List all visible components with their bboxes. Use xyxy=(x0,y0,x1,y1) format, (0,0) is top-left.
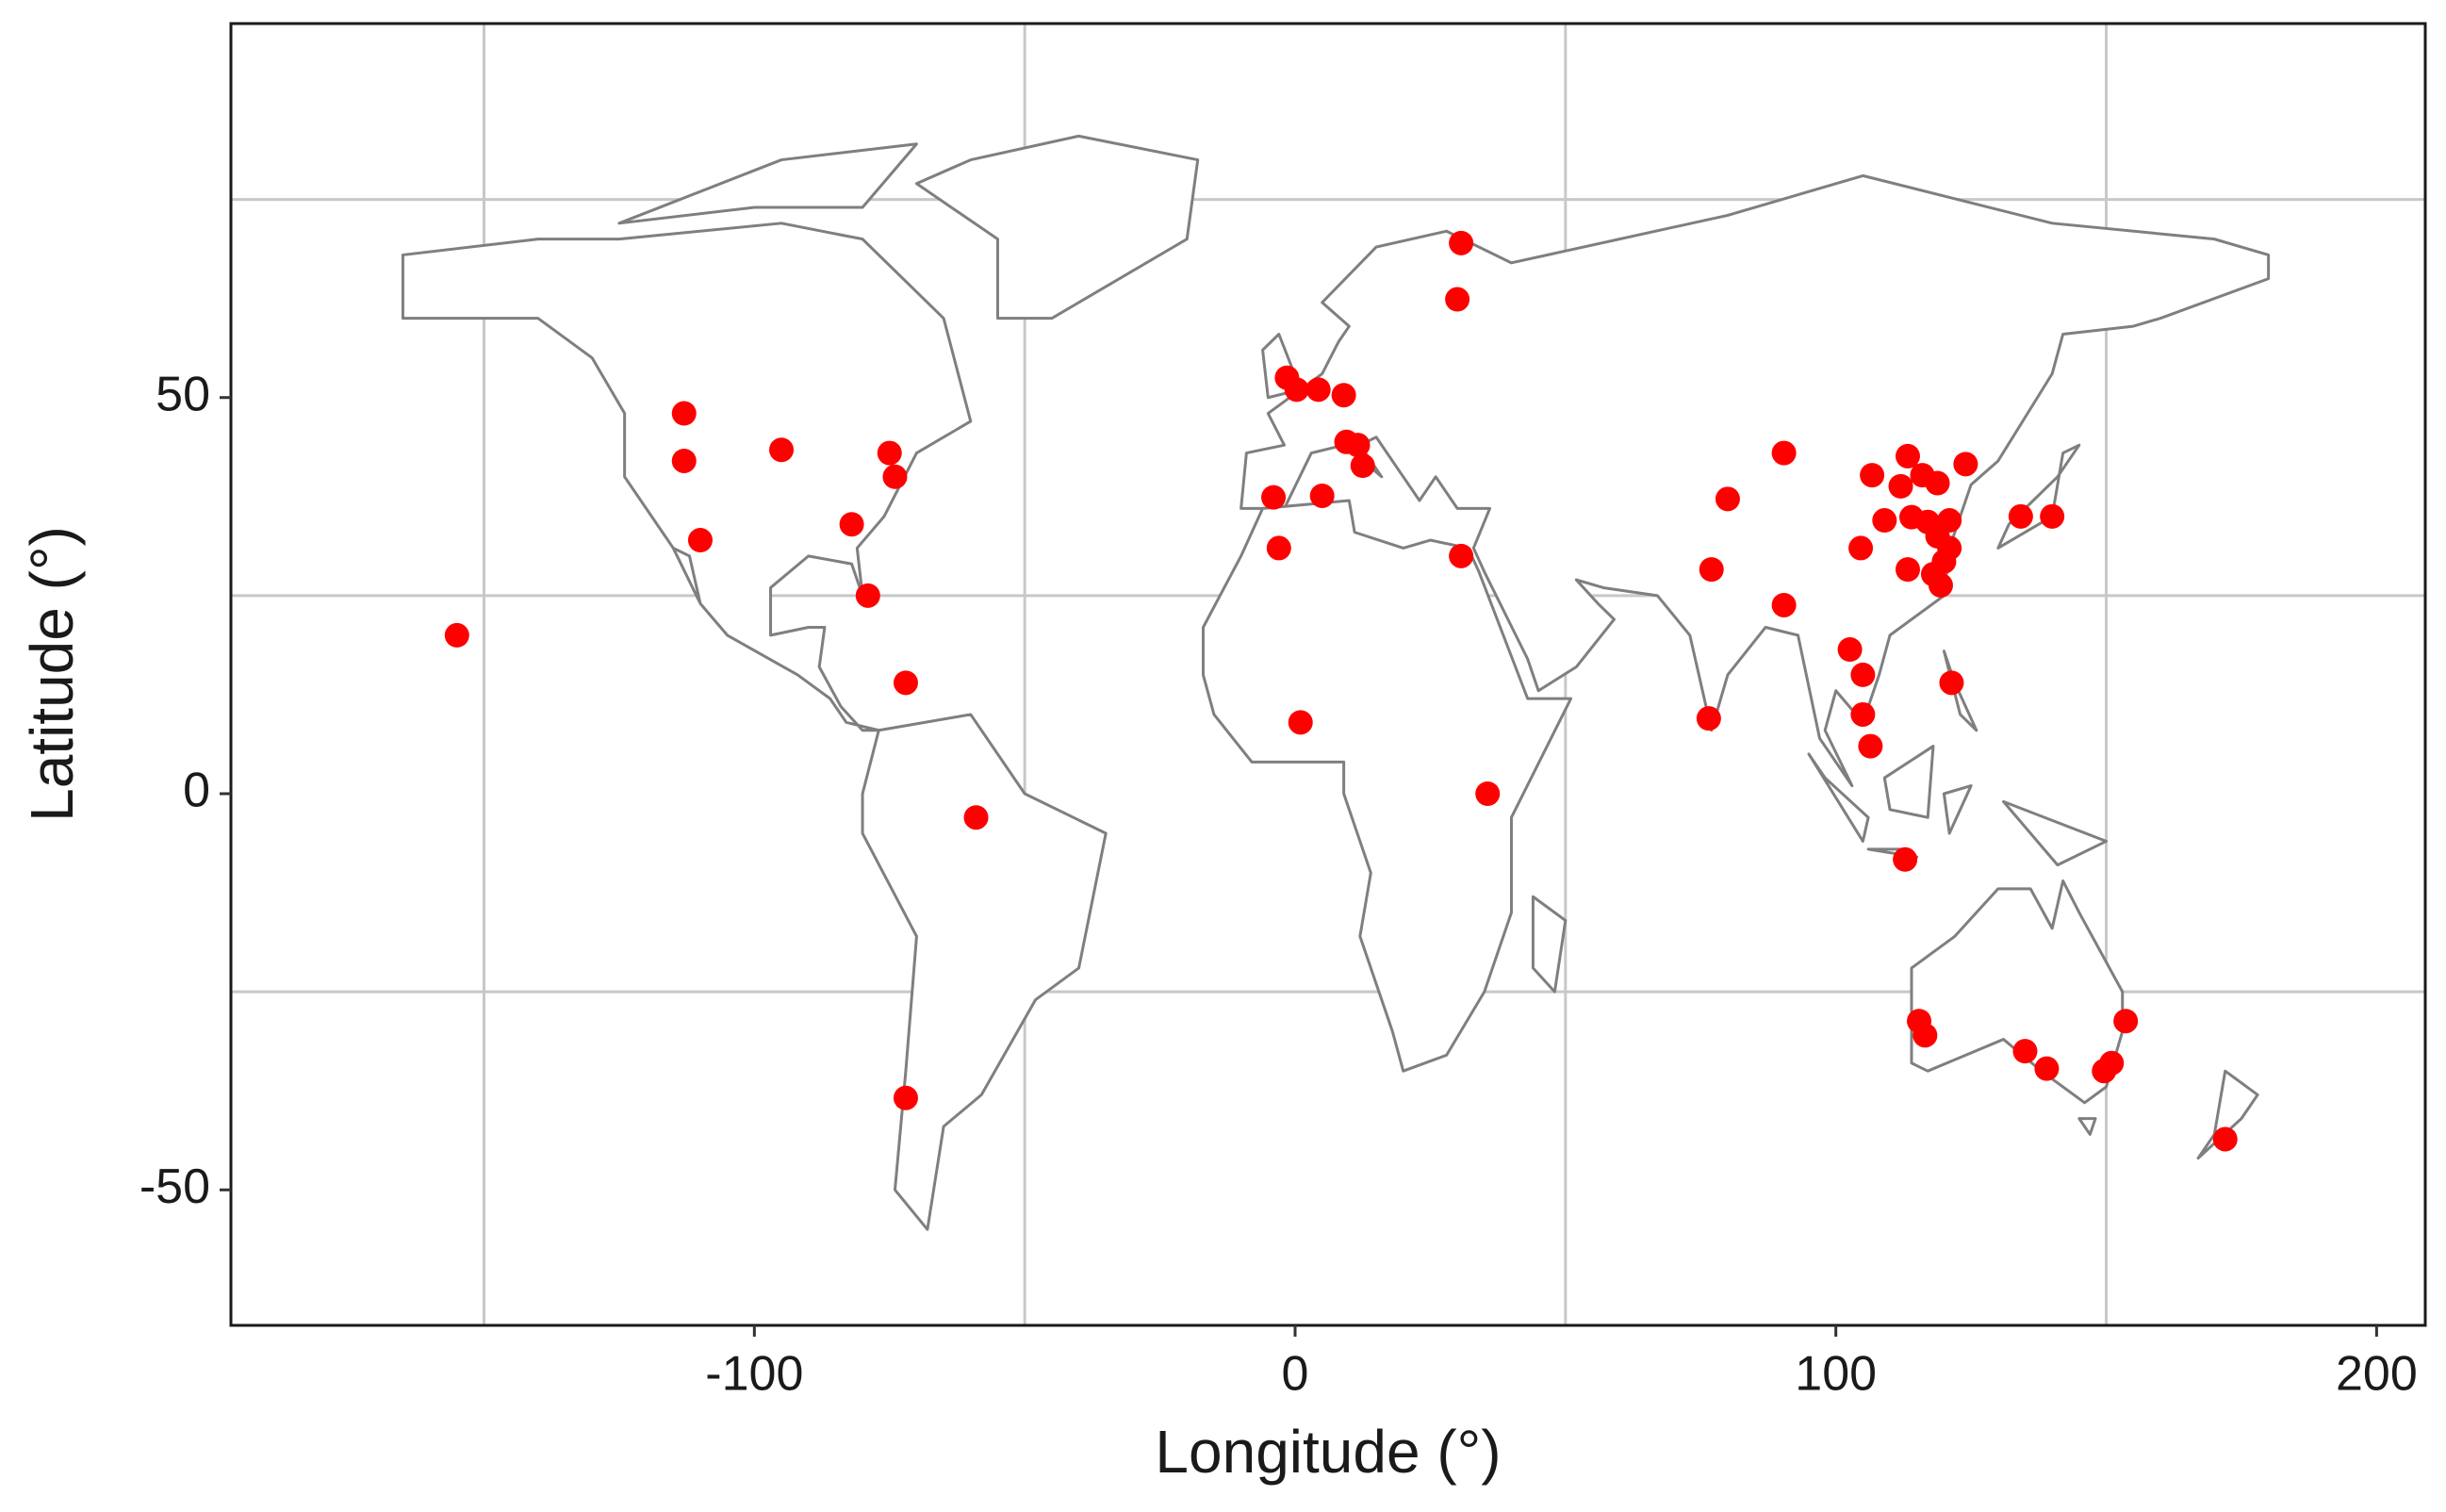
point xyxy=(1266,535,1291,561)
point xyxy=(1850,701,1876,727)
point xyxy=(882,464,908,489)
north-america xyxy=(402,144,970,731)
point xyxy=(671,401,697,426)
point xyxy=(1928,572,1953,598)
point xyxy=(1771,440,1797,466)
point xyxy=(1848,535,1874,561)
point xyxy=(1931,549,1957,574)
eurasia xyxy=(1241,175,2269,785)
point xyxy=(1850,662,1876,687)
point xyxy=(1305,377,1331,403)
point xyxy=(671,448,697,473)
point xyxy=(1858,733,1883,759)
x-tick-label: 200 xyxy=(2336,1347,2418,1402)
point xyxy=(1449,230,1474,255)
point xyxy=(769,437,795,463)
x-axis-title: Longitude (°) xyxy=(1155,1418,1501,1486)
point xyxy=(2012,1039,2038,1064)
south-america xyxy=(862,715,1106,1229)
y-axis-title: Latitude (°) xyxy=(18,526,86,822)
point xyxy=(2212,1126,2238,1152)
point xyxy=(1895,443,1920,468)
point xyxy=(1893,846,1918,872)
point xyxy=(1888,473,1913,499)
point xyxy=(1696,706,1721,731)
point xyxy=(1309,483,1335,508)
australia xyxy=(1912,880,2123,1134)
point xyxy=(893,1085,918,1110)
point xyxy=(1953,452,1978,477)
point xyxy=(1284,377,1309,403)
y-tick-label: 50 xyxy=(156,367,210,421)
point xyxy=(1475,781,1501,807)
point xyxy=(963,805,989,830)
point xyxy=(1925,523,1950,549)
point xyxy=(1715,486,1740,512)
point xyxy=(2099,1050,2125,1076)
point xyxy=(855,583,880,608)
point xyxy=(1261,485,1287,510)
point xyxy=(2113,1009,2139,1034)
plot-border xyxy=(229,22,2427,1327)
point xyxy=(2040,503,2065,529)
point xyxy=(1860,463,1885,488)
y-tick-label: -50 xyxy=(140,1159,210,1214)
point xyxy=(1288,710,1313,735)
point xyxy=(1872,508,1897,534)
y-tick-label: 0 xyxy=(183,764,210,818)
point xyxy=(1449,543,1474,568)
point xyxy=(1331,383,1356,408)
world-map xyxy=(402,136,2268,1229)
point xyxy=(877,440,902,466)
x-tick-label: 0 xyxy=(1282,1347,1309,1402)
point xyxy=(1771,592,1797,617)
point xyxy=(1345,433,1371,458)
greenland xyxy=(916,136,1197,318)
point xyxy=(893,670,918,696)
point xyxy=(444,622,469,648)
point xyxy=(2008,503,2033,529)
point xyxy=(1895,557,1920,583)
points xyxy=(444,230,2238,1152)
point xyxy=(1445,287,1470,312)
point xyxy=(1837,637,1863,663)
africa xyxy=(1203,501,1570,1071)
point xyxy=(1912,1023,1938,1048)
point xyxy=(1699,557,1724,583)
point xyxy=(2034,1056,2060,1081)
point xyxy=(1939,670,1964,696)
point xyxy=(1925,470,1950,496)
point xyxy=(1350,453,1375,479)
x-tick-label: -100 xyxy=(705,1347,803,1402)
point xyxy=(687,528,713,553)
x-tick-label: 100 xyxy=(1795,1347,1877,1402)
point xyxy=(839,512,864,537)
